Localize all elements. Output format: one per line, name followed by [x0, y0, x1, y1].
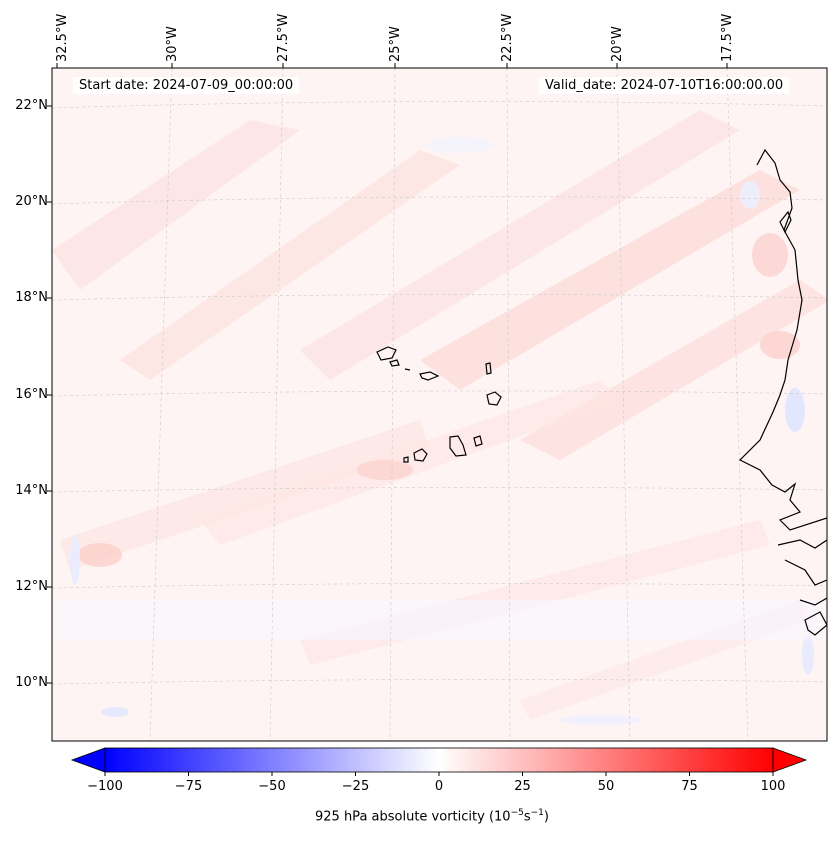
- island-boa-vista: [486, 391, 502, 406]
- island-maio: [473, 435, 483, 447]
- lat-label-22n: 22°N: [15, 98, 48, 113]
- cbar-tick-neg50: −50: [258, 779, 286, 794]
- valid-date-label: Valid_date: 2024-07-10T16:00:00.00: [539, 77, 790, 94]
- graticule: [52, 68, 827, 741]
- cbar-tick-50: 50: [597, 779, 615, 794]
- lat-label-18n: 18°N: [15, 290, 48, 305]
- lat-label-12n: 12°N: [15, 579, 48, 594]
- colorbar-title: 925 hPa absolute vorticity (10−5s−1): [315, 808, 549, 824]
- lon-label-17-5w: 17.5°W: [720, 13, 735, 62]
- top-ticks: [56, 63, 728, 68]
- africa-coast: [738, 148, 827, 531]
- colorbar-min-extend: [70, 747, 106, 773]
- island-santiago: [449, 435, 467, 457]
- colorbar-title-exp1: −5: [510, 808, 524, 818]
- lon-label-25w: 25°W: [388, 26, 403, 62]
- colorbar: [70, 747, 808, 776]
- cbar-tick-neg100: −100: [87, 779, 123, 794]
- colorbar-title-exp2: −1: [530, 808, 544, 818]
- coastlines: [376, 148, 827, 636]
- island-brava: [403, 456, 409, 463]
- island-sal: [485, 362, 492, 375]
- vorticity-field: [52, 68, 827, 741]
- lon-label-32-5w: 32.5°W: [55, 13, 70, 62]
- cbar-tick-neg25: −25: [341, 779, 370, 794]
- cbar-tick-75: 75: [681, 779, 698, 794]
- colorbar-max-extend: [772, 747, 808, 773]
- map-frame: [51, 67, 828, 742]
- colorbar-title-mid: s: [523, 809, 531, 825]
- lat-label-14n: 14°N: [15, 483, 48, 498]
- coast-bay: [779, 210, 792, 234]
- left-ticks: [47, 105, 52, 684]
- lat-label-20n: 20°N: [15, 194, 48, 209]
- island-santo-antao: [376, 346, 397, 361]
- island-santa-luzia: [404, 368, 411, 371]
- colorbar-gradient: [104, 747, 774, 773]
- lon-label-30w: 30°W: [165, 26, 180, 62]
- lon-label-20w: 20°W: [610, 26, 625, 62]
- lon-label-22-5w: 22.5°W: [500, 13, 515, 62]
- cbar-tick-25: 25: [514, 779, 531, 794]
- lat-label-16n: 16°N: [15, 387, 48, 402]
- cbar-tick-neg75: −75: [174, 779, 203, 794]
- cbar-tick-0: 0: [434, 779, 444, 794]
- island-sao-vicente: [389, 359, 400, 367]
- start-date-label: Start date: 2024-07-09_00:00:00: [73, 77, 300, 94]
- colorbar-title-end: ): [543, 809, 549, 825]
- island-sao-nicolau: [419, 371, 440, 381]
- lon-label-27-5w: 27.5°W: [276, 13, 291, 62]
- colorbar-title-main: 925 hPa absolute vorticity (10: [315, 809, 511, 825]
- cbar-tick-100: 100: [760, 779, 786, 794]
- island-fogo: [413, 448, 428, 462]
- lat-label-10n: 10°N: [15, 675, 48, 690]
